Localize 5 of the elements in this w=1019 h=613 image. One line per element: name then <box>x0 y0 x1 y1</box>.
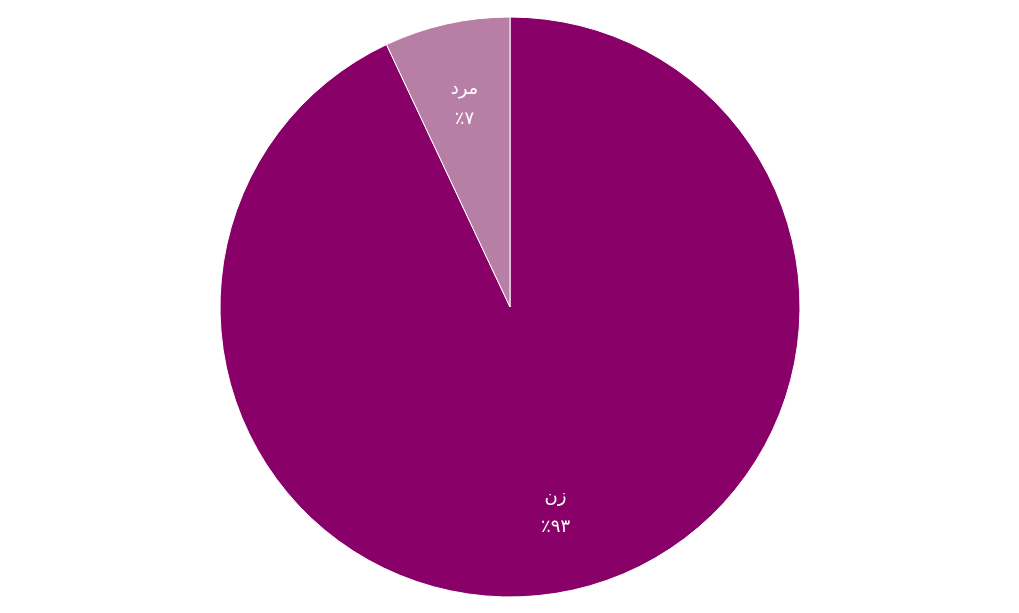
data-label: ٪۹۳ <box>540 514 570 536</box>
slice-label: زن <box>544 484 567 506</box>
slice-label: مرد <box>450 77 478 100</box>
pie-slice <box>219 16 800 598</box>
data-label: ٪۷ <box>454 107 474 129</box>
